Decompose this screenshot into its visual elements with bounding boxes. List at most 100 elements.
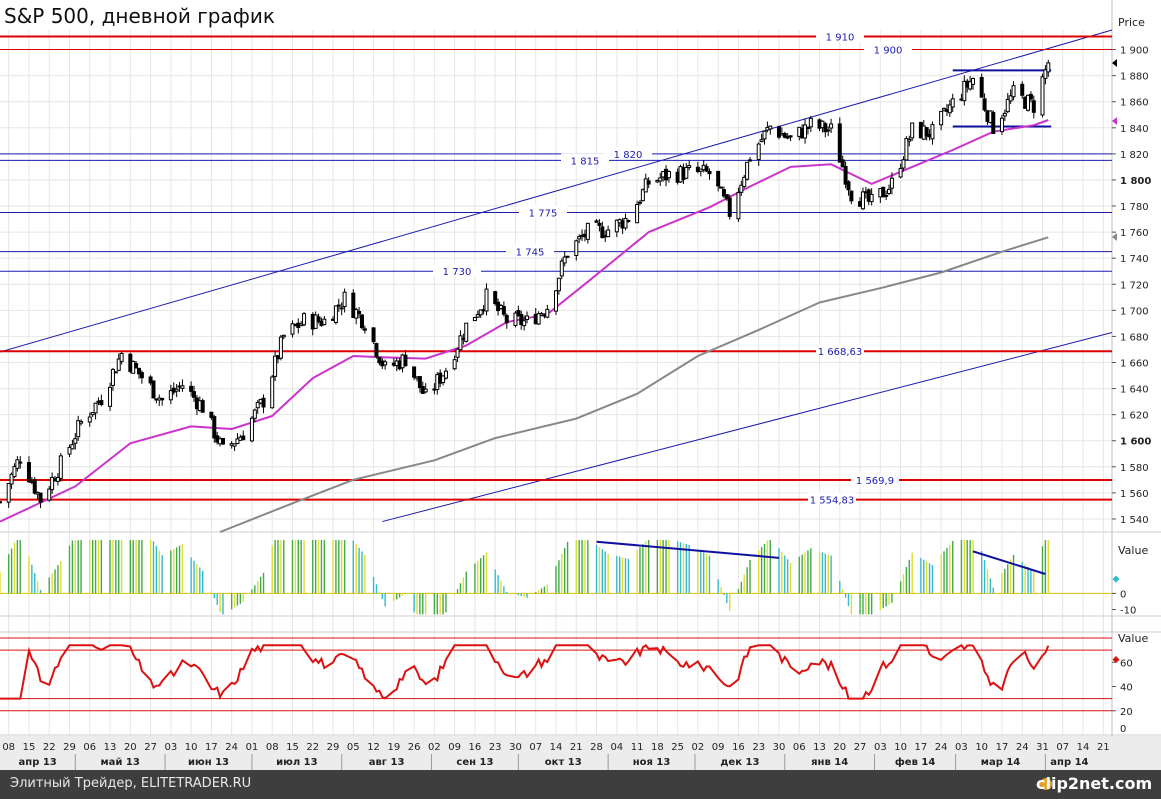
candle-body [478,309,483,316]
candle-body [721,189,726,197]
candle-body [910,122,915,139]
month-label: июн 13 [188,757,229,768]
candle-body [643,178,648,193]
candle-body [261,397,266,408]
candle-body [762,130,767,140]
candle-body [180,385,185,389]
sma-short-marker-icon [1112,117,1117,125]
candle-body [924,127,929,137]
price-tick-label: 1 880 [1120,72,1149,83]
price-tick-label: 1 580 [1120,463,1149,474]
candle-body [241,435,246,441]
candle-body [278,336,283,359]
time-tick-label: 05 [347,742,360,753]
price-tick-label: 1 820 [1120,150,1149,161]
clip2net-logo-icon [1040,778,1052,790]
candle-body [756,143,761,160]
candle-body [736,192,741,220]
candle-body [637,201,642,204]
level-label: 1 775 [529,209,558,220]
time-tick-label: 10 [894,742,907,753]
time-tick-label: 24 [225,742,238,753]
candle-body [635,204,640,224]
candle-body [316,316,321,322]
level-label: 1 910 [826,33,855,44]
sma-long-line [219,236,1049,533]
candle-body [212,416,217,439]
candle-body [869,193,874,203]
candle-body [971,78,975,85]
candle-body [235,438,240,445]
candle-body [826,129,831,132]
price-tick-label: 1 600 [1120,437,1151,448]
time-tick-label: 03 [164,742,177,753]
candle-body [38,492,43,503]
time-tick-label: 31 [1036,742,1049,753]
candle-body [58,455,63,479]
candle-body [1002,112,1007,117]
trend-channel-line [382,332,1113,523]
time-tick-label: 10 [975,742,988,753]
price-tick-label: 1 680 [1120,332,1149,343]
candle-body [687,165,692,169]
candle-body [374,343,379,358]
candle-body [1031,100,1036,113]
time-tick-label: 29 [327,742,340,753]
time-tick-label: 29 [63,742,76,753]
candle-body [614,219,619,233]
candle-body [90,412,95,416]
candle-body [768,125,773,130]
candle-body [189,385,194,392]
candle-body [999,117,1004,133]
level-label-bg [604,146,652,159]
candle-body [108,386,113,407]
footer-bar: Элитный Трейдер, ELITETRADER.RU clip2net… [0,770,1161,799]
time-tick-label: 15 [286,742,299,753]
candle-body [501,306,506,315]
candle-body [513,312,518,326]
candle-body [200,400,205,413]
candle-body [991,112,996,134]
osc-axis-title: Value [1118,544,1148,557]
time-tick-label: 24 [1016,742,1029,753]
candle-body [67,446,72,455]
candle-body [220,437,225,445]
candle-body [829,123,834,129]
candle-body [281,334,286,338]
candle-body [525,315,530,320]
price-tick-label: 1 540 [1120,515,1149,526]
time-tick-label: 13 [813,742,826,753]
time-tick-label: 16 [732,742,745,753]
price-tick-label: 1 900 [1120,46,1149,57]
time-tick-label: 14 [550,742,563,753]
candle-body [907,139,912,142]
time-tick-label: 23 [489,742,502,753]
candle-body [889,177,894,189]
candle-body [684,167,689,179]
candle-body [646,180,651,185]
rsi-line [0,643,1050,700]
candle-body [1011,85,1016,98]
candle-body [339,307,344,310]
level-label: 1 820 [614,150,643,161]
candle-body [455,348,460,358]
divergence-line [972,550,1046,575]
candle-body [192,391,197,398]
candle-body [475,314,480,318]
candle-body [99,400,104,406]
candle-body [536,313,541,325]
time-tick-label: 06 [793,742,806,753]
price-tick-label: 1 720 [1120,280,1149,291]
footer-text: Элитный Трейдер, ELITETRADER.RU [10,776,252,791]
candle-body [939,110,944,126]
candle-body [950,98,955,108]
candle-body [1043,69,1048,79]
time-tick-label: 23 [752,742,765,753]
time-tick-label: 02 [428,742,441,753]
candle-body [887,188,892,194]
candle-body [626,219,631,223]
candle-body [351,292,356,318]
price-tick-label: 1 800 [1120,176,1151,187]
candle-body [606,229,611,238]
rsi-tick-label: 40 [1120,683,1133,694]
